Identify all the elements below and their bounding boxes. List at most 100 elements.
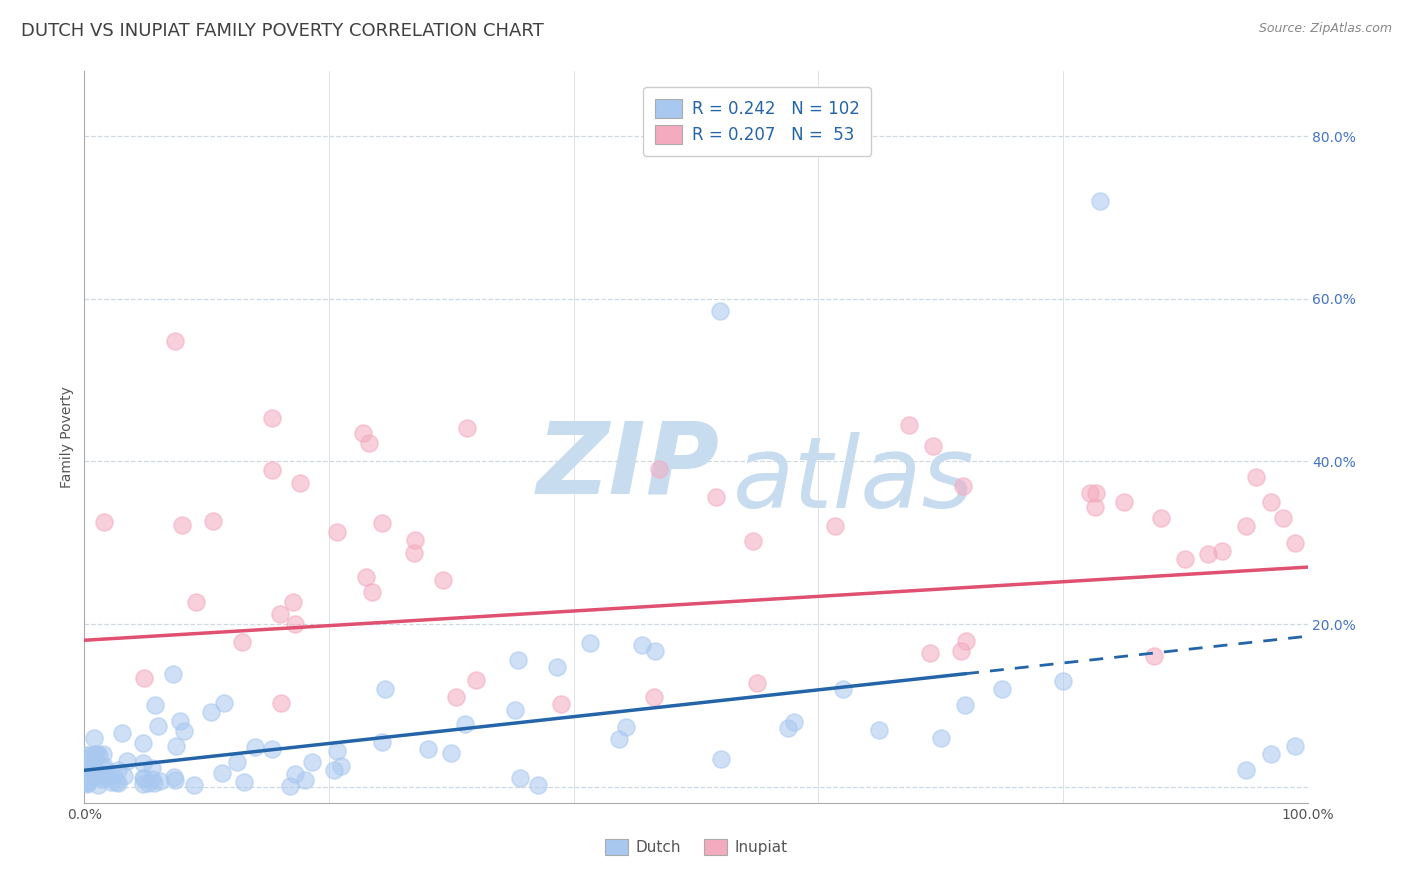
Point [404,546,426,560]
Point [444,690,467,704]
Point [173,723,195,738]
Point [607,732,630,747]
Point [1084,486,1107,500]
Point [1284,739,1306,753]
Point [648,462,671,476]
Point [281,595,304,609]
Y-axis label: Family Poverty: Family Poverty [60,386,75,488]
Point [93,515,115,529]
Point [704,491,727,505]
Point [416,741,439,756]
Point [503,703,526,717]
Point [897,417,920,432]
Point [294,773,316,788]
Point [644,643,666,657]
Point [1260,747,1282,761]
Point [952,479,974,493]
Point [371,516,394,530]
Point [322,763,344,777]
Point [929,731,952,745]
Point [578,636,600,650]
Point [326,524,349,539]
Point [357,436,380,450]
Point [169,714,191,728]
Point [163,770,186,784]
Point [260,463,283,477]
Point [80,750,103,764]
Point [527,778,550,792]
Point [432,574,454,588]
Point [1260,495,1282,509]
Point [509,771,531,785]
Point [354,570,377,584]
Text: ZIP: ZIP [537,417,720,515]
Point [1080,486,1102,500]
Point [824,519,846,533]
Point [75,769,97,783]
Point [1174,552,1197,566]
Point [918,646,941,660]
Point [1236,764,1258,778]
Point [741,534,763,549]
Legend: Dutch, Inupiat: Dutch, Inupiat [599,833,793,861]
Point [75,747,97,762]
Point [710,752,733,766]
Point [132,777,155,791]
Point [508,653,530,667]
Point [75,767,97,781]
Point [1088,194,1111,209]
Point [1272,511,1295,525]
Point [202,514,225,528]
Point [141,772,163,786]
Point [953,698,976,713]
Point [83,731,105,746]
Point [75,773,97,788]
Point [143,698,166,712]
Point [991,681,1014,696]
Point [1236,519,1258,533]
Point [105,774,128,789]
Point [232,775,254,789]
Point [260,742,283,756]
Point [73,769,96,783]
Point [98,769,121,783]
Point [955,633,977,648]
Point [361,584,384,599]
Text: Source: ZipAtlas.com: Source: ZipAtlas.com [1258,22,1392,36]
Point [371,735,394,749]
Point [200,706,222,720]
Point [326,744,349,758]
Point [77,759,100,773]
Point [84,765,107,780]
Point [456,421,478,435]
Point [284,617,307,632]
Point [86,747,108,762]
Point [776,722,799,736]
Point [330,759,353,773]
Point [783,714,806,729]
Point [1084,500,1107,514]
Point [76,777,98,791]
Point [73,751,96,765]
Point [453,717,475,731]
Point [949,644,972,658]
Point [86,768,108,782]
Point [83,747,105,761]
Point [226,755,249,769]
Point [1052,673,1074,688]
Point [163,334,186,349]
Point [163,772,186,787]
Point [243,739,266,754]
Point [1211,544,1233,558]
Point [75,776,97,790]
Point [550,697,572,711]
Point [132,771,155,785]
Text: atlas: atlas [733,433,974,530]
Point [162,667,184,681]
Point [136,776,159,790]
Point [260,411,283,425]
Point [132,736,155,750]
Point [149,774,172,789]
Point [1284,535,1306,549]
Point [76,774,98,789]
